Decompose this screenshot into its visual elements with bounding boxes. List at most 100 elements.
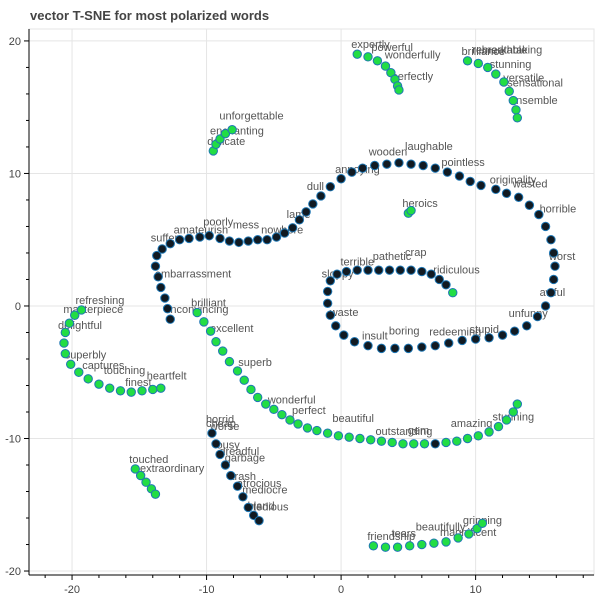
negative-word-point [395,265,405,275]
negative-word-point [434,274,444,285]
word-label: beautifully [416,522,466,534]
negative-word-point [384,265,395,275]
negative-word-point [232,481,243,491]
x-tick-label: 10 [469,584,481,596]
negative-word-point [418,160,428,171]
negative-word-point [524,200,535,210]
negative-word-point [325,310,336,320]
word-label: worse [209,421,239,433]
negative-word-point [457,335,467,346]
y-tick-label: 10 [9,168,21,180]
word-label: brilliant [191,298,226,310]
negative-word-point [394,158,404,168]
word-label: extraordinary [140,463,205,475]
positive-word-point [512,399,523,409]
word-label: friendship [367,531,415,543]
word-label: amateurish [174,225,228,237]
negative-word-point [550,261,560,271]
word-label: wonderful [267,394,316,406]
positive-word-point [130,464,140,474]
word-label: atrocious [237,478,282,490]
positive-word-point [246,384,256,395]
negative-word-point [322,286,333,297]
positive-word-point [429,538,439,548]
positive-word-point [386,68,396,78]
positive-word-point [192,307,202,318]
word-label: annoying [335,164,380,176]
negative-word-point [325,182,336,192]
negative-word-point [430,341,440,351]
positive-word-point [156,383,166,393]
positive-word-point [66,359,76,369]
positive-word-point [277,409,287,420]
negative-word-point [271,232,282,242]
negative-word-point [357,163,368,173]
word-label: brilliance [462,46,505,58]
x-tick-label: 0 [338,584,344,596]
negative-word-point [162,303,173,314]
word-label: outstanding [375,426,432,438]
axes: -20 -10 0 10 -20 -10 0 10 20 [5,29,594,596]
positive-word-point [376,436,387,446]
positive-word-point [417,539,427,550]
positive-word-point [477,518,488,529]
positive-word-point [409,439,419,449]
positive-word-point [452,436,462,446]
positive-word-point [312,425,322,436]
positive-word-point [511,105,521,115]
word-label: lousy [214,439,240,451]
word-label: wonderfully [384,50,441,62]
negative-word-point [341,266,352,277]
word-label: dull [307,181,324,193]
y-tick-label: 20 [9,36,21,48]
word-label: stunning [490,59,532,71]
positive-word-point [224,356,235,367]
word-label: redeeming [429,327,481,339]
positive-word-point [344,432,354,442]
negative-word-point [325,276,336,286]
negative-word-point [370,160,380,171]
word-label: finest [125,377,151,389]
negative-word-point [430,439,440,449]
positive-word-point [137,386,147,396]
word-label: mess [233,219,260,231]
positive-word-point [135,470,146,481]
negative-word-point [165,238,175,249]
positive-word-point [453,533,463,543]
negative-word-point [156,282,166,293]
positive-word-point [462,433,473,444]
positive-word-point [83,374,93,384]
negative-word-point [157,244,167,254]
negative-word-point [287,223,298,233]
word-label: perfectly [392,71,434,83]
positive-word-point [60,327,71,338]
positive-word-point [211,337,221,347]
word-label: mediocre [242,484,287,496]
negative-word-point [470,334,481,344]
x-tick-label: -10 [199,584,215,596]
word-label: insult [362,331,388,343]
word-label: touching [104,365,146,377]
positive-word-point [94,379,104,389]
positive-word-point [220,128,231,139]
positive-word-point [302,423,313,433]
negative-word-point [215,233,225,244]
positive-word-point [441,537,451,547]
word-label: ridiculous [433,264,480,276]
negative-word-point [211,439,221,449]
negative-word-point [165,314,175,324]
word-label: tears [392,528,417,540]
word-label: unfunny [509,308,549,320]
positive-word-point [322,428,333,438]
negative-word-point [301,207,311,217]
negative-word-point [442,167,453,177]
word-label: bland [248,500,275,512]
x-tick-label: -20 [64,584,80,596]
positive-word-point [483,62,493,73]
negative-word-point [220,460,231,470]
negative-word-point [184,233,194,244]
negative-word-point [352,265,362,275]
word-label: unforgettable [219,111,283,123]
negative-word-point [331,321,341,331]
positive-word-point [261,399,271,409]
